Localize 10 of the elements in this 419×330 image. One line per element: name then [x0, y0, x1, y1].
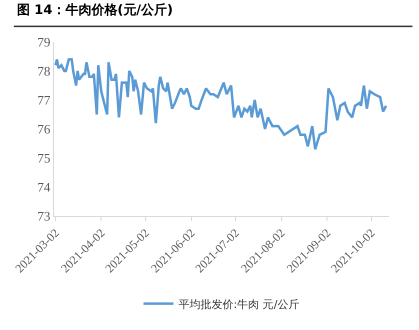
y-tick-label: 75 [37, 150, 50, 166]
y-tick-label: 76 [37, 122, 51, 137]
y-tick-label: 79 [37, 34, 50, 50]
line-series [54, 58, 388, 151]
y-tick-label: 78 [37, 64, 50, 79]
y-tick-label: 77 [37, 92, 51, 108]
chart-title: 图 14：牛肉价格(元/公斤) [16, 2, 174, 18]
y-tick-label: 73 [37, 208, 50, 224]
legend-label: 平均批发价:牛肉 元/公斤 [178, 298, 300, 311]
y-tick-label: 74 [37, 180, 51, 195]
